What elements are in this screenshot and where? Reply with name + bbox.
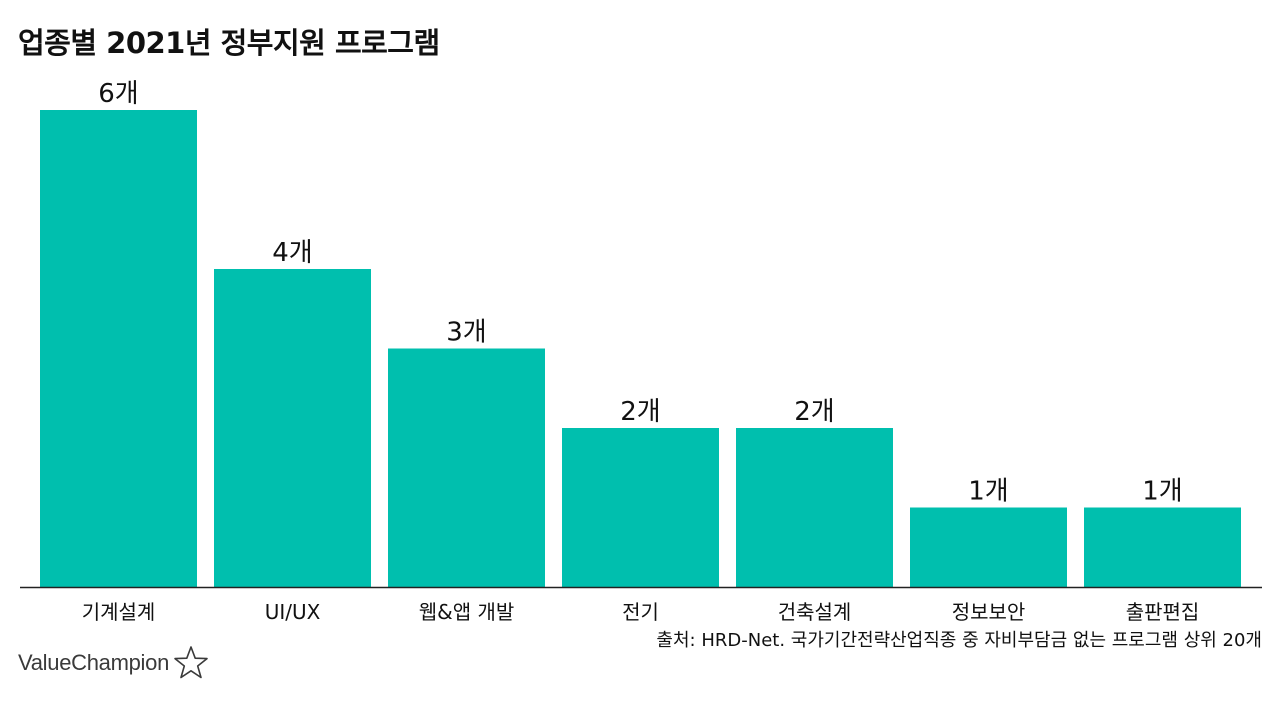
bar <box>736 428 893 587</box>
bar <box>214 269 371 587</box>
category-label: 웹&앱 개발 <box>419 600 515 624</box>
bar <box>40 110 197 587</box>
category-label: 전기 <box>622 600 659 624</box>
bar <box>910 507 1067 587</box>
data-label: 1개 <box>1142 477 1182 507</box>
category-label: 출판편집 <box>1126 600 1200 624</box>
category-label: 건축설계 <box>778 600 852 624</box>
category-label: 정보보안 <box>952 600 1026 624</box>
bar <box>1084 507 1241 587</box>
chart-title: 업종별 2021년 정부지원 프로그램 <box>18 26 440 60</box>
category-label: UI/UX <box>265 600 321 624</box>
source-note: 출처: HRD-Net. 국가기간전략산업직종 중 자비부담금 없는 프로그램 … <box>656 630 1262 651</box>
data-label: 2개 <box>620 397 660 427</box>
star-outline-icon <box>174 646 208 679</box>
data-label: 4개 <box>272 238 312 268</box>
bar <box>388 348 545 587</box>
data-label: 2개 <box>794 397 834 427</box>
data-label: 6개 <box>98 79 138 109</box>
data-label: 1개 <box>968 477 1008 507</box>
brand-logo: ValueChampion <box>18 645 209 681</box>
brand-name: ValueChampion <box>18 650 170 675</box>
data-label: 3개 <box>446 318 486 348</box>
bar <box>562 428 719 587</box>
category-label: 기계설계 <box>82 600 156 624</box>
